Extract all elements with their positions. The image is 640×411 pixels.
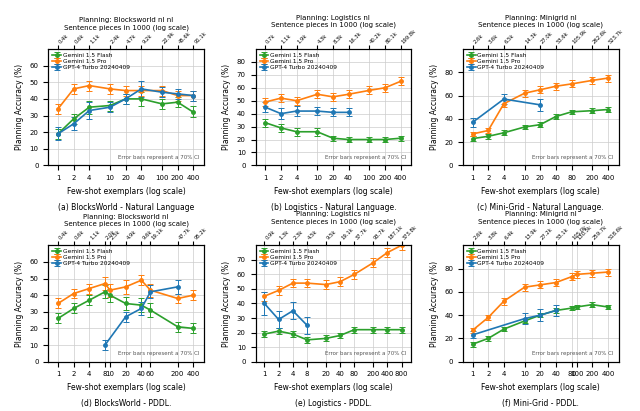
Text: Error bars represent a 70% CI: Error bars represent a 70% CI xyxy=(325,351,406,356)
Legend: Gemini 1.5 Flash, Gemini 1.5 Pro, GPT-4 Turbo 20240409: Gemini 1.5 Flash, Gemini 1.5 Pro, GPT-4 … xyxy=(259,248,339,268)
X-axis label: Planning: Logistics nl
Sentence pieces in 1000 (log scale): Planning: Logistics nl Sentence pieces i… xyxy=(271,15,396,28)
Y-axis label: Planning Accuracy (%): Planning Accuracy (%) xyxy=(429,261,438,346)
Text: (d) BlocksWorld - PDDL.: (d) BlocksWorld - PDDL. xyxy=(81,399,172,408)
Y-axis label: Planning Accuracy (%): Planning Accuracy (%) xyxy=(15,261,24,346)
Text: Error bars represent a 70% CI: Error bars represent a 70% CI xyxy=(532,351,614,356)
X-axis label: Few-shot exemplars (log scale): Few-shot exemplars (log scale) xyxy=(67,383,186,392)
X-axis label: Planning: Minigrid nl
Sentence pieces in 1000 (log scale): Planning: Minigrid nl Sentence pieces in… xyxy=(478,211,603,225)
X-axis label: Few-shot exemplars (log scale): Few-shot exemplars (log scale) xyxy=(67,187,186,196)
Legend: Gemini 1.5 Flash, Gemini 1.5 Pro, GPT-4 Turbo 20240409: Gemini 1.5 Flash, Gemini 1.5 Pro, GPT-4 … xyxy=(466,248,545,268)
X-axis label: Few-shot exemplars (log scale): Few-shot exemplars (log scale) xyxy=(481,383,600,392)
Text: (c) Mini-Grid - Natural Language.: (c) Mini-Grid - Natural Language. xyxy=(477,203,604,212)
X-axis label: Few-shot exemplars (log scale): Few-shot exemplars (log scale) xyxy=(481,187,600,196)
Text: (a) BlocksWorld - Natural Language: (a) BlocksWorld - Natural Language xyxy=(58,203,194,212)
Text: Error bars represent a 70% CI: Error bars represent a 70% CI xyxy=(118,155,199,159)
X-axis label: Planning: Blocksworld nl
Sentence pieces in 1000 (log scale): Planning: Blocksworld nl Sentence pieces… xyxy=(63,214,189,227)
X-axis label: Planning: Logistics nl
Sentence pieces in 1000 (log scale): Planning: Logistics nl Sentence pieces i… xyxy=(271,211,396,225)
Y-axis label: Planning Accuracy (%): Planning Accuracy (%) xyxy=(15,64,24,150)
Text: Error bars represent a 70% CI: Error bars represent a 70% CI xyxy=(118,351,199,356)
Legend: Gemini 1.5 Flash, Gemini 1.5 Pro, GPT-4 Turbo 20240409: Gemini 1.5 Flash, Gemini 1.5 Pro, GPT-4 … xyxy=(51,248,131,268)
Text: Error bars represent a 70% CI: Error bars represent a 70% CI xyxy=(325,155,406,159)
Legend: Gemini 1.5 Flash, Gemini 1.5 Pro, GPT-4 Turbo 20240409: Gemini 1.5 Flash, Gemini 1.5 Pro, GPT-4 … xyxy=(259,52,339,71)
X-axis label: Few-shot exemplars (log scale): Few-shot exemplars (log scale) xyxy=(274,187,393,196)
X-axis label: Planning: Minigrid nl
Sentence pieces in 1000 (log scale): Planning: Minigrid nl Sentence pieces in… xyxy=(478,15,603,28)
X-axis label: Planning: Blocksworld nl nl
Sentence pieces in 1000 (log scale): Planning: Blocksworld nl nl Sentence pie… xyxy=(63,17,189,31)
Legend: Gemini 1.5 Flash, Gemini 1.5 Pro, GPT-4 Turbo 20240409: Gemini 1.5 Flash, Gemini 1.5 Pro, GPT-4 … xyxy=(466,52,545,71)
Text: Error bars represent a 70% CI: Error bars represent a 70% CI xyxy=(532,155,614,159)
Y-axis label: Planning Accuracy (%): Planning Accuracy (%) xyxy=(222,261,231,346)
Text: (f) Mini-Grid - PDDL.: (f) Mini-Grid - PDDL. xyxy=(502,399,579,408)
Text: (e) Logistics - PDDL.: (e) Logistics - PDDL. xyxy=(295,399,372,408)
Y-axis label: Planning Accuracy (%): Planning Accuracy (%) xyxy=(222,64,231,150)
X-axis label: Few-shot exemplars (log scale): Few-shot exemplars (log scale) xyxy=(274,383,393,392)
Text: (b) Logistics - Natural Language.: (b) Logistics - Natural Language. xyxy=(271,203,396,212)
Legend: Gemini 1.5 Flash, Gemini 1.5 Pro, GPT-4 Turbo 20240409: Gemini 1.5 Flash, Gemini 1.5 Pro, GPT-4 … xyxy=(51,52,131,71)
Y-axis label: Planning Accuracy (%): Planning Accuracy (%) xyxy=(429,64,438,150)
